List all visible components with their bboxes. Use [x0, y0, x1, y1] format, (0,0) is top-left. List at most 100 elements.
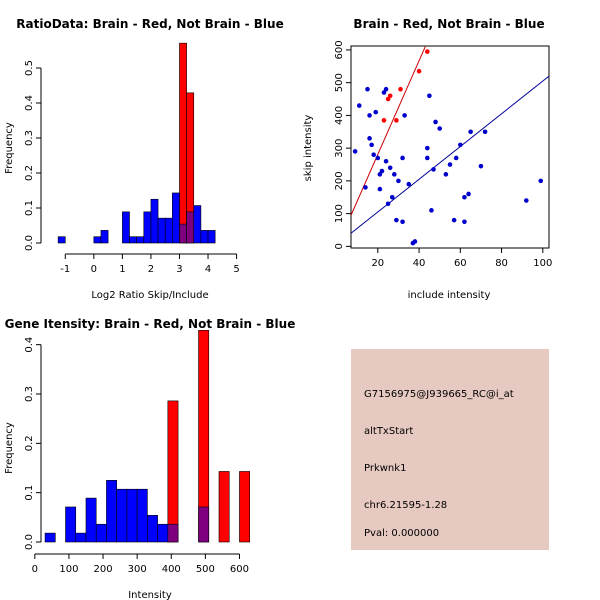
scatter-not-brain-point — [451, 217, 457, 223]
gene-name: Prkwnk1 — [364, 463, 406, 474]
ratio-histogram-y-tick-label: 0.2 — [24, 165, 35, 181]
ratio-histogram-not-brain-bar — [136, 236, 145, 244]
scatter-not-brain-point — [363, 185, 368, 190]
scatter-not-brain-point — [369, 142, 374, 148]
intensity-histogram-panel: Gene Itensity: Brain - Red, Not Brain - … — [4, 317, 295, 600]
scatter-not-brain-point — [458, 142, 463, 148]
scatter-not-brain-point — [375, 155, 381, 161]
scatter-not-brain-point — [410, 240, 416, 246]
ratio-histogram-x-tick-label: -1 — [60, 264, 70, 275]
intensity-histogram-x-tick-label: 500 — [196, 564, 215, 575]
scatter-not-brain-point — [385, 201, 391, 207]
intensity-histogram-x-tick-label: 0 — [32, 564, 38, 575]
scatter-not-brain-point — [352, 149, 358, 154]
scatter-brain-point — [385, 96, 391, 102]
scatter-y-tick-label: 500 — [334, 73, 345, 92]
intensity-histogram-y-tick-label: 0.4 — [24, 337, 35, 353]
ratio-histogram-not-brain-bar — [122, 211, 130, 244]
intensity-histogram-brain-bar — [167, 400, 179, 543]
scatter-not-brain-point — [524, 198, 529, 203]
scatter-not-brain-point — [433, 119, 438, 125]
ratio-histogram-axes: -1 0 1 2 3 4 5 0.0 0.1 0.2 0.3 0.4 0.5 — [24, 60, 240, 275]
intensity-histogram-ylabel: Frequency — [4, 422, 15, 474]
intensity-histogram-not-brain-bar — [44, 532, 56, 543]
scatter-y-tick-label: 300 — [334, 139, 345, 158]
scatter-brain-point — [394, 118, 399, 123]
scatter-not-brain-point — [365, 86, 370, 92]
intensity-histogram-y-tick-label: 0.1 — [24, 485, 35, 501]
ratio-histogram-not-brain-bar — [193, 205, 202, 244]
info-panel-background — [351, 349, 549, 550]
ratio-histogram-not-brain-bar — [200, 230, 209, 244]
ratio-histogram-not-brain-bar — [207, 230, 216, 244]
ratio-histogram-y-tick-label: 0.5 — [24, 60, 35, 76]
ratio-histogram-not-brain-bar — [164, 217, 173, 244]
scatter-not-brain-point — [389, 194, 395, 200]
scatter-plot-box — [350, 45, 550, 249]
ratio-histogram-x-tick-label: 0 — [91, 264, 97, 275]
scatter-not-brain-point — [394, 217, 399, 223]
intensity-histogram-not-brain-bar — [75, 532, 87, 543]
intensity-histogram-x-tick-label: 200 — [93, 564, 112, 575]
ratio-histogram-not-brain-bar — [150, 198, 159, 244]
ratio-histogram-not-brain-bar — [129, 236, 137, 244]
ratio-histogram-x-tick-label: 1 — [119, 264, 125, 275]
scatter-not-brain-point — [427, 93, 432, 99]
scatter-not-brain-point — [383, 86, 389, 92]
scatter-not-brain-point — [400, 219, 405, 225]
intensity-histogram-title: Gene Itensity: Brain - Red, Not Brain - … — [5, 317, 296, 331]
ratio-histogram-not-brain-bar — [172, 192, 180, 244]
ratio-histogram-panel: RatioData: Brain - Red, Not Brain - Blue… — [4, 17, 284, 301]
scatter-not-brain-point — [443, 172, 449, 177]
ratio-histogram-brain-bar — [179, 42, 187, 244]
intensity-histogram-overlap-bar — [198, 506, 210, 543]
scatter-not-brain-point — [402, 113, 407, 118]
scatter-brain-point — [416, 68, 422, 74]
p-value: Pval: 0.000000 — [364, 528, 439, 539]
intensity-histogram-overlap-bar — [167, 523, 179, 543]
scatter-ylabel: skip intensity — [303, 115, 314, 182]
ratio-histogram-x-tick-label: 4 — [205, 264, 211, 275]
scatter-brain-point — [381, 118, 387, 123]
scatter-not-brain-point — [429, 208, 434, 213]
ratio-histogram-not-brain-bar — [57, 236, 66, 244]
scatter-fit-lines — [351, 46, 549, 234]
scatter-not-brain-point — [377, 186, 383, 192]
scatter-y-tick-label: 200 — [334, 171, 345, 190]
scatter-x-tick-label: 20 — [371, 258, 384, 269]
ratio-histogram-x-tick-label: 3 — [176, 264, 182, 275]
scatter-not-brain-point — [387, 165, 393, 171]
scatter-not-brain-point — [371, 152, 376, 157]
scatter-not-brain-point — [466, 191, 471, 197]
intensity-histogram-y-tick-label: 0.0 — [24, 534, 35, 550]
ratio-histogram-x-tick-label: 5 — [233, 264, 239, 275]
scatter-not-brain-point — [431, 167, 436, 172]
intensity-histogram-x-tick-label: 100 — [59, 564, 78, 575]
intensity-histogram-brain-bar — [218, 471, 230, 543]
scatter-not-brain-point — [367, 136, 372, 141]
intensity-histogram-not-brain-bar — [136, 488, 148, 543]
scatter-not-brain-point — [373, 109, 379, 115]
ratio-histogram-not-brain-bar — [157, 217, 166, 244]
scatter-frame — [350, 45, 550, 249]
scatter-brain-point — [425, 49, 430, 54]
intensity-histogram-x-tick-label: 600 — [230, 564, 249, 575]
ratio-histogram-not-brain-bar — [93, 236, 102, 244]
scatter-not-brain-point — [462, 194, 467, 200]
scatter-not-brain-point — [396, 178, 401, 184]
scatter-not-brain-point — [356, 103, 362, 108]
intensity-histogram-not-brain-bar — [126, 488, 138, 543]
scatter-not-brain-point — [478, 163, 484, 169]
scatter-points — [352, 49, 544, 246]
ratio-histogram-y-tick-label: 0.4 — [24, 95, 35, 111]
intensity-histogram-bars — [44, 330, 251, 543]
intensity-histogram-brain-bar — [239, 471, 251, 543]
scatter-y-tick-label: 0 — [334, 243, 345, 249]
ratio-histogram-y-tick-label: 0.3 — [24, 130, 35, 146]
ratio-histogram-xlabel: Log2 Ratio Skip/Include — [91, 290, 208, 301]
intensity-histogram-not-brain-bar — [65, 506, 77, 543]
scatter-y-tick-label: 400 — [334, 106, 345, 125]
intensity-histogram-not-brain-bar — [85, 497, 97, 543]
intensity-histogram-not-brain-bar — [106, 480, 117, 543]
info-panel: G7156975@J939665_RC@i_at altTxStart Prkw… — [351, 349, 549, 550]
